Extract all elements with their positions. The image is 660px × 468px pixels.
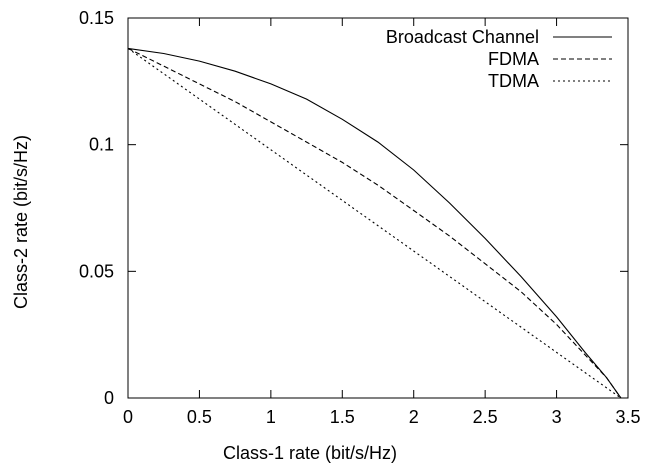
series-line-broadcast-channel: [127, 47, 622, 399]
y-tick-label: 0.15: [79, 8, 114, 28]
x-tick-label: 0: [123, 407, 133, 427]
legend-label: Broadcast Channel: [386, 27, 539, 47]
x-tick-label: 1: [266, 407, 276, 427]
x-tick-label: 3: [552, 407, 562, 427]
x-tick-label: 2: [409, 407, 419, 427]
y-axis-ticks: 0 0.05 0.1 0.15: [79, 8, 628, 408]
series-layer: [127, 47, 622, 399]
y-tick-label: 0: [104, 388, 114, 408]
x-tick-label: 0.5: [187, 407, 212, 427]
y-axis-label: Class-2 rate (bit/s/Hz): [11, 135, 31, 309]
y-tick-label: 0.05: [79, 261, 114, 281]
x-tick-label: 1.5: [330, 407, 355, 427]
x-tick-label: 2.5: [473, 407, 498, 427]
x-axis-label: Class-1 rate (bit/s/Hz): [223, 443, 397, 463]
x-tick-label: 3.5: [615, 407, 640, 427]
legend-label: FDMA: [488, 49, 539, 69]
legend-label: TDMA: [488, 71, 539, 91]
y-tick-label: 0.1: [89, 135, 114, 155]
plot-frame: [127, 17, 629, 399]
x-axis-ticks: 0 0.5 1 1.5 2 2.5 3 3.5: [123, 18, 641, 427]
plot-border: [127, 17, 629, 399]
series-line-tdma: [127, 47, 622, 399]
series-line-fdma: [127, 47, 622, 399]
